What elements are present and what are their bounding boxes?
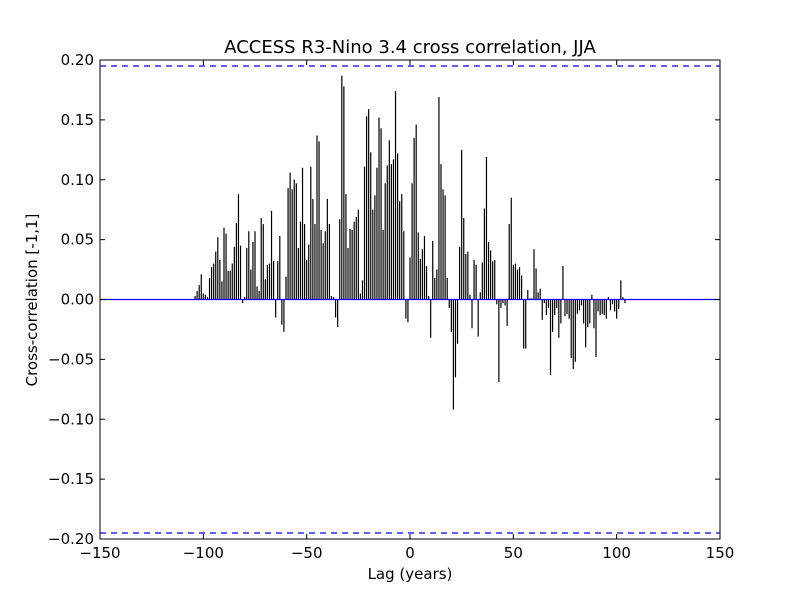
y-axis: 0.20 0.15 0.10 0.05 0.00 −0.05 −0.10 −0.15 −0.20 xyxy=(48,51,720,548)
x-tick-label: 150 xyxy=(706,544,735,562)
y-axis-label: Cross-correlation [-1,1] xyxy=(23,214,41,387)
y-tick-label: −0.20 xyxy=(48,530,94,548)
x-axis-label: Lag (years) xyxy=(368,565,453,583)
x-tick-label: 50 xyxy=(504,544,523,562)
x-tick-label: −100 xyxy=(183,544,224,562)
y-tick-label: 0.20 xyxy=(61,51,94,69)
y-tick-label: 0.05 xyxy=(61,231,94,249)
y-tick-label: −0.10 xyxy=(48,410,94,428)
chart-title: ACCESS R3-Nino 3.4 cross correlation, JJ… xyxy=(224,37,596,58)
y-tick-label: −0.05 xyxy=(48,350,94,368)
x-axis: −150 −100 −50 0 50 100 150 xyxy=(79,60,734,562)
bar-series xyxy=(194,75,626,410)
y-tick-label: 0.15 xyxy=(61,111,94,129)
y-tick-label: −0.15 xyxy=(48,470,94,488)
y-tick-label: 0.00 xyxy=(61,291,94,309)
x-tick-label: −150 xyxy=(79,544,120,562)
x-tick-label: −50 xyxy=(291,544,323,562)
y-tick-label: 0.10 xyxy=(61,171,94,189)
x-tick-label: 0 xyxy=(405,544,415,562)
x-tick-label: 100 xyxy=(602,544,631,562)
